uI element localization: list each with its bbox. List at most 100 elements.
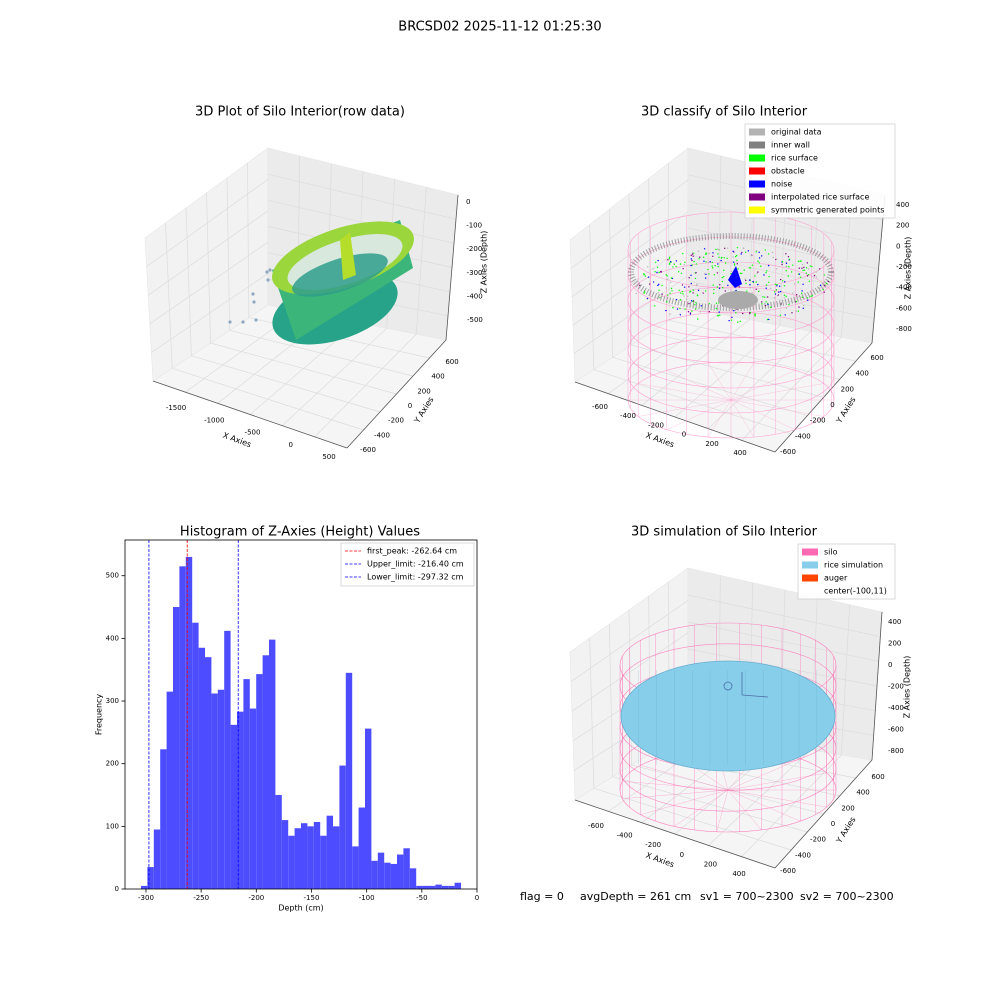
point-cloud xyxy=(690,274,692,276)
point-cloud xyxy=(702,292,704,294)
point-cloud xyxy=(643,292,645,294)
pane-grid-line xyxy=(149,241,269,325)
bar xyxy=(211,693,218,889)
point-cloud xyxy=(732,256,735,258)
point-cloud xyxy=(771,251,774,254)
point-cloud xyxy=(745,282,747,285)
x-tick-label: -300 xyxy=(138,894,154,902)
x-tick-label: 200 xyxy=(705,440,718,448)
silo-wire xyxy=(640,765,729,791)
point-cloud xyxy=(764,296,766,298)
point-cloud xyxy=(712,284,714,286)
point-cloud xyxy=(760,255,763,257)
bar xyxy=(160,749,167,889)
pane-grid-line xyxy=(146,179,269,267)
point-cloud xyxy=(670,277,673,279)
legend-label: Upper_limit: -216.40 cm xyxy=(367,560,464,569)
y-tick-label: -600 xyxy=(360,446,376,454)
point-cloud xyxy=(808,268,810,270)
point-cloud xyxy=(783,285,786,287)
bar xyxy=(192,622,199,889)
point-cloud xyxy=(779,278,782,281)
pane-grid-line xyxy=(314,333,417,438)
axis-line xyxy=(774,759,873,869)
point-cloud xyxy=(228,320,232,324)
point-cloud xyxy=(691,252,694,254)
point-cloud xyxy=(754,275,756,277)
point-cloud xyxy=(765,301,767,303)
point-cloud xyxy=(669,262,671,264)
bar xyxy=(416,885,423,889)
point-cloud xyxy=(736,259,738,262)
point-cloud xyxy=(692,292,694,294)
point-cloud xyxy=(720,257,723,259)
point-cloud xyxy=(730,319,733,321)
pane-grid-line xyxy=(573,275,689,354)
point-cloud xyxy=(757,260,759,262)
point-cloud xyxy=(680,272,683,275)
legend-swatch xyxy=(749,167,765,175)
footer-text: avgDepth = 261 cm xyxy=(580,890,691,903)
legend-swatch xyxy=(749,154,765,162)
x-tick-label: 0 xyxy=(682,431,686,439)
silo-wire xyxy=(730,383,824,401)
point-cloud xyxy=(716,286,719,288)
point-cloud xyxy=(705,273,707,276)
point-cloud xyxy=(656,271,658,274)
point-cloud xyxy=(688,291,691,293)
point-cloud xyxy=(703,248,706,250)
bar xyxy=(435,884,442,889)
point-cloud xyxy=(648,283,651,285)
point-cloud xyxy=(756,272,758,275)
bar xyxy=(179,566,186,889)
point-cloud xyxy=(691,310,693,312)
point-cloud xyxy=(775,289,778,291)
point-cloud xyxy=(695,301,697,304)
bar xyxy=(185,556,193,889)
pane-grid-line xyxy=(415,187,427,335)
pane-grid-line xyxy=(708,331,811,429)
point-cloud xyxy=(705,261,707,263)
point-cloud xyxy=(782,280,784,282)
point-cloud xyxy=(806,297,809,299)
point-cloud xyxy=(803,304,805,307)
x-tick-label: 400 xyxy=(733,449,746,457)
pane-grid-line xyxy=(708,749,811,846)
point-cloud xyxy=(818,287,821,289)
point-cloud xyxy=(675,260,678,262)
bar xyxy=(320,835,327,889)
point-cloud xyxy=(772,256,774,259)
z-tick-label: -400 xyxy=(467,292,483,300)
bar xyxy=(262,655,269,889)
point-cloud xyxy=(721,276,724,279)
y-tick-label: 200 xyxy=(106,760,119,768)
point-cloud xyxy=(749,284,751,286)
silo-wire xyxy=(666,399,732,430)
chart-title: 3D simulation of Silo Interior xyxy=(631,525,818,540)
point-cloud xyxy=(768,275,770,278)
z-tick-label: -100 xyxy=(466,222,482,230)
point-cloud xyxy=(292,253,388,297)
point-cloud xyxy=(787,256,790,258)
point-cloud xyxy=(679,307,681,310)
point-cloud xyxy=(775,258,778,260)
bar xyxy=(441,885,449,889)
point-cloud xyxy=(819,284,822,287)
point-cloud xyxy=(797,260,800,263)
bar xyxy=(224,630,231,889)
plot-frame xyxy=(124,539,478,890)
point-cloud xyxy=(672,307,674,309)
point-cloud xyxy=(823,291,825,293)
point-cloud xyxy=(683,263,685,266)
point-cloud xyxy=(647,276,650,278)
point-cloud xyxy=(728,266,742,288)
point-cloud xyxy=(712,255,714,258)
point-cloud xyxy=(755,281,757,283)
point-cloud xyxy=(717,253,719,255)
point-cloud xyxy=(788,303,790,306)
point-cloud xyxy=(761,303,763,305)
point-cloud xyxy=(715,307,718,310)
point-cloud xyxy=(749,311,752,314)
point-cloud xyxy=(798,273,801,275)
point-cloud xyxy=(682,293,684,295)
